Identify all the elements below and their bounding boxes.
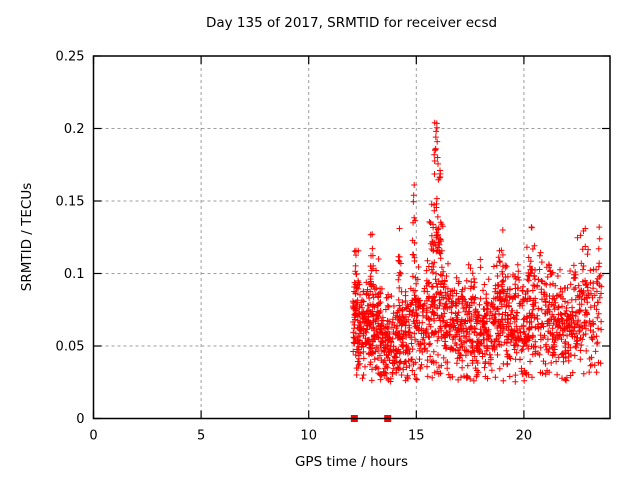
y-tick-label: 0.15: [56, 195, 85, 210]
y-tick-label: 0.25: [56, 50, 85, 65]
x-tick-label: 10: [300, 429, 317, 444]
y-tick-label: 0.2: [64, 122, 85, 137]
axis-ticks: [92, 55, 610, 420]
x-tick-label: 15: [408, 429, 425, 444]
grid-lines: [93, 56, 610, 419]
y-tick-labels: 0 0.05 0.1 0.15 0.2 0.25: [56, 50, 85, 428]
y-tick-label: 0.05: [56, 340, 85, 355]
chart-title: Day 135 of 2017, SRMTID for receiver ecs…: [205, 15, 498, 31]
y-tick-label: 0.1: [64, 267, 85, 282]
y-tick-label: 0: [76, 412, 84, 427]
data-points: [349, 119, 605, 385]
x-tick-labels: 0 5 10 15 20: [89, 429, 532, 444]
x-tick-label: 20: [516, 429, 533, 444]
x-tick-label: 0: [89, 429, 97, 444]
plot-border: [92, 55, 611, 420]
x-axis-title: GPS time / hours: [294, 454, 409, 470]
x-tick-label: 5: [197, 429, 205, 444]
